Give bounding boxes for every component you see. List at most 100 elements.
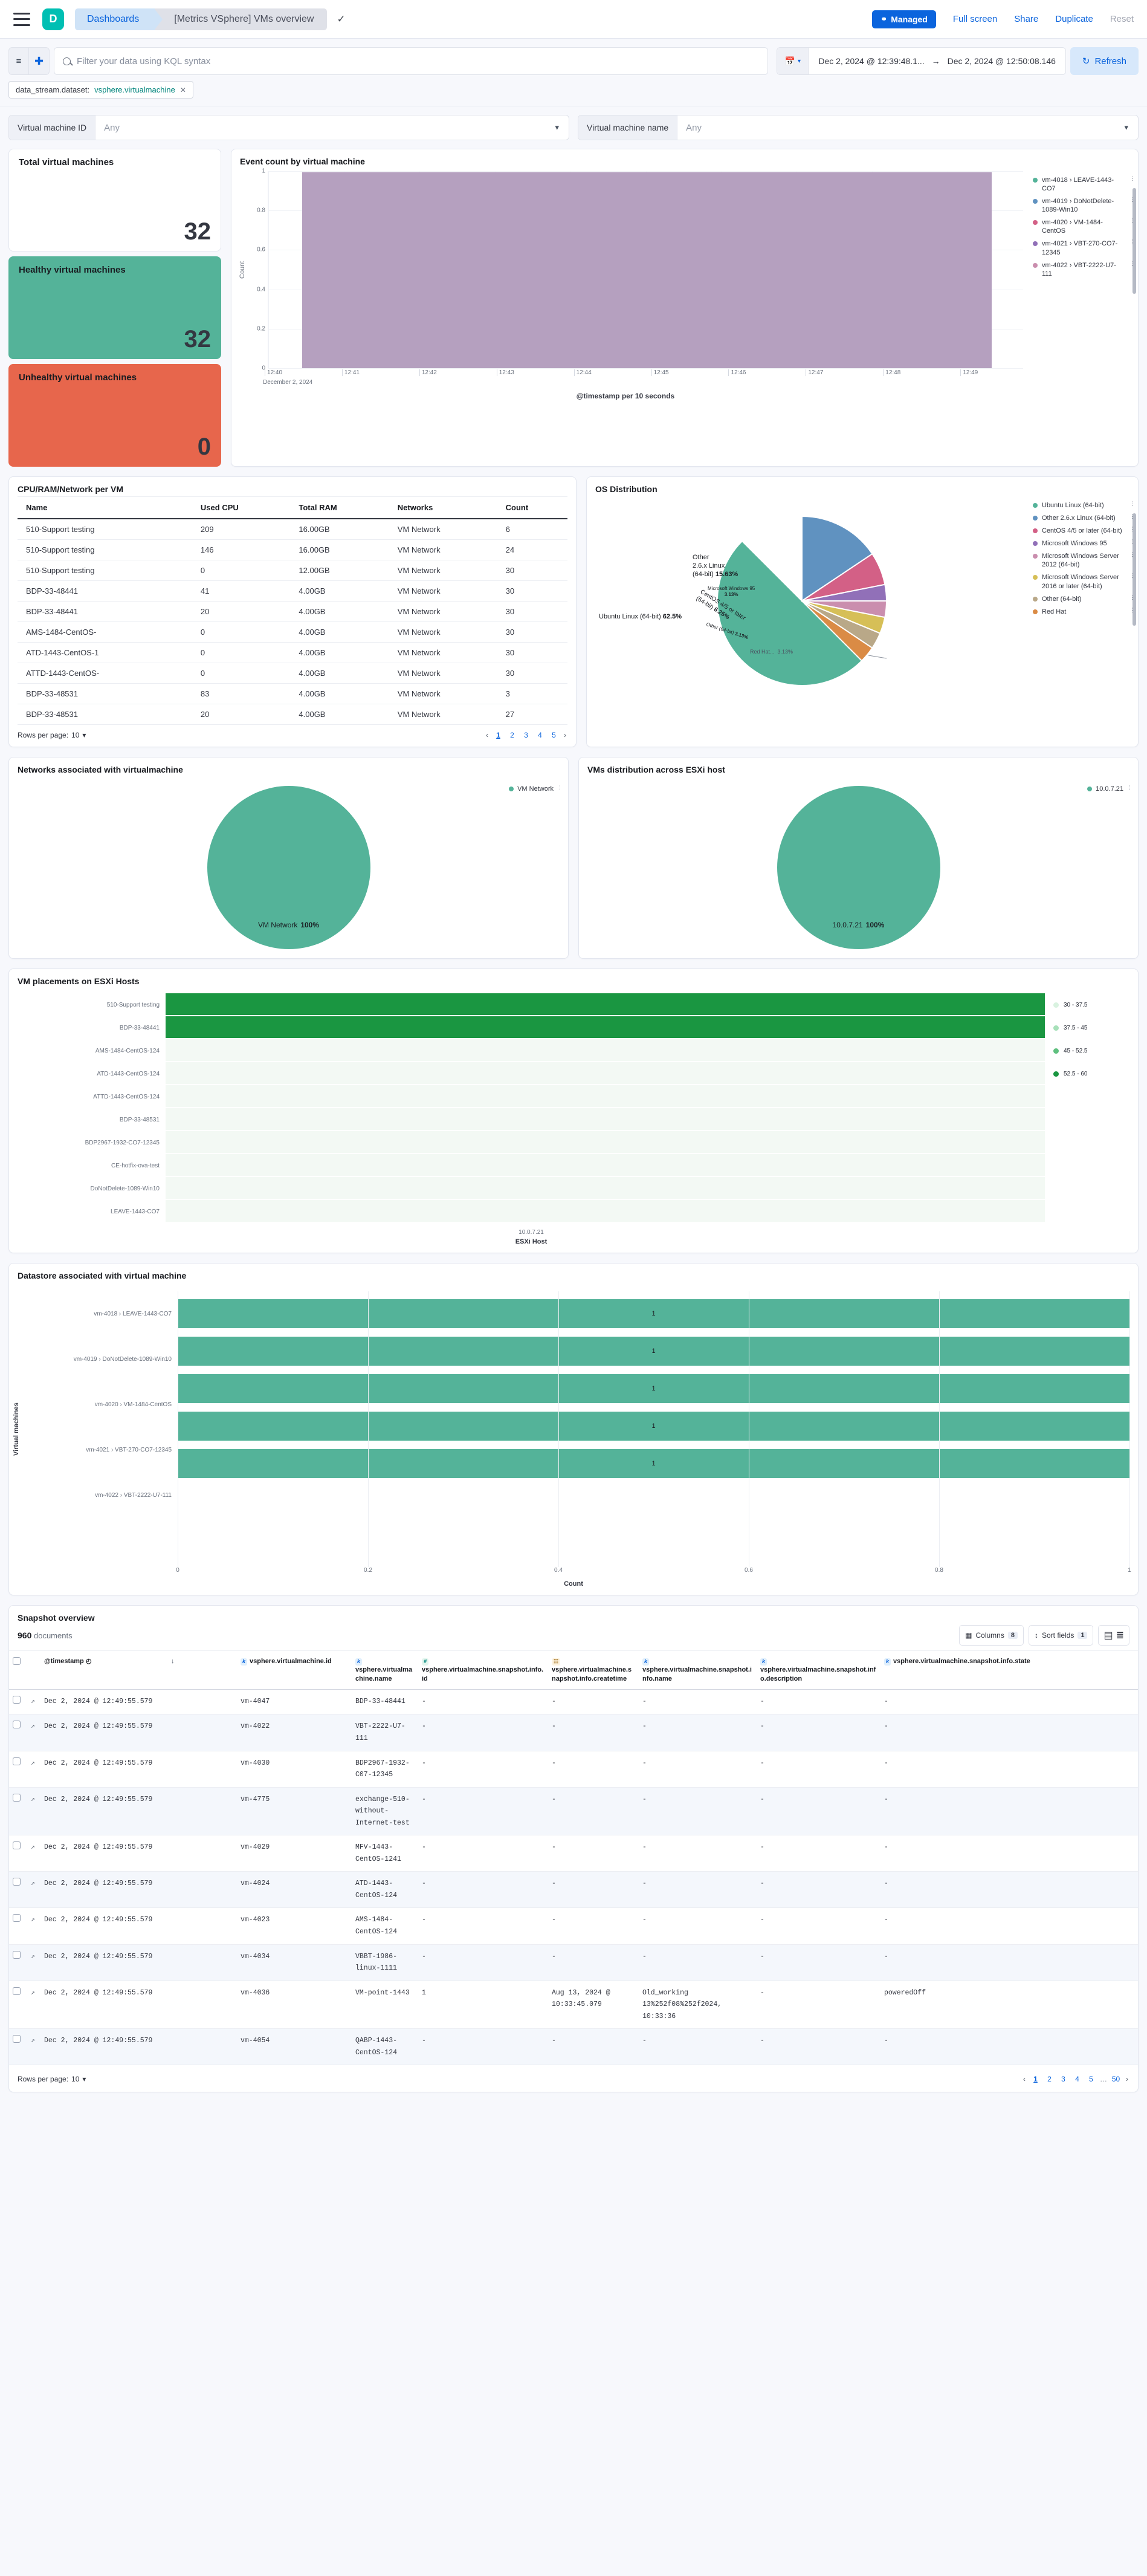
row-expand-cell[interactable]: ↗ — [27, 1787, 40, 1836]
row-expand-cell[interactable]: ↗ — [27, 1835, 40, 1872]
table-row[interactable]: BDP-33-48441 20 4.00GB VM Network 30 — [18, 601, 567, 622]
legend-item[interactable]: Other 2.6.x Linux (64-bit) ⋮ — [1033, 514, 1135, 522]
legend-item[interactable]: Microsoft Windows 95 ⋮ — [1033, 539, 1135, 548]
legend-item[interactable]: Red Hat ⋮ — [1033, 607, 1135, 616]
legend-item[interactable]: Other (64-bit) ⋮ — [1033, 594, 1135, 603]
expand-icon[interactable]: ↗ — [31, 1880, 35, 1888]
row-checkbox[interactable] — [13, 2035, 21, 2043]
expand-icon[interactable]: ↗ — [31, 1916, 35, 1924]
row-expand-cell[interactable]: ↗ — [27, 1871, 40, 1909]
column-header[interactable]: Used CPU — [195, 497, 294, 519]
bar[interactable]: 1 — [178, 1299, 1129, 1328]
chevron-down-icon[interactable]: ▾ — [555, 123, 559, 132]
page-2[interactable]: 2 — [510, 731, 514, 739]
row-expand-cell[interactable]: ↗ — [27, 1714, 40, 1751]
row-checkbox[interactable] — [13, 1914, 21, 1922]
filter-pill-dataset[interactable]: data_stream.dataset: vsphere.virtualmach… — [8, 81, 193, 99]
column-header-5[interactable]: ☷vsphere.virtualmachine.snapshot.info.cr… — [548, 1650, 639, 1690]
os-pie-chart[interactable]: Other 2.6.x Linux (64-bit) 15.63% CentOS 4… — [587, 496, 1023, 705]
legend-options-icon[interactable]: ⋮ — [1127, 785, 1132, 791]
page-2[interactable]: 2 — [1047, 2075, 1052, 2084]
column-header-4[interactable]: #vsphere.virtualmachine.snapshot.info.id — [418, 1650, 548, 1690]
row-checkbox[interactable] — [13, 1841, 21, 1850]
control-virtual-machine-name[interactable]: Virtual machine name Any ▾ — [578, 115, 1139, 140]
legend-item[interactable]: vm-4020 › VM-1484-CentOS ⋮ — [1033, 218, 1135, 235]
page-3[interactable]: 3 — [1061, 2075, 1065, 2084]
legend-item[interactable]: vm-4018 › LEAVE-1443-CO7 ⋮ — [1033, 175, 1135, 193]
table-row[interactable]: ↗ Dec 2, 2024 @ 12:49:55.579 vm-4022 VBT-22… — [9, 1714, 1138, 1751]
rows-per-page-selector[interactable]: Rows per page: 10 ▾ — [18, 2075, 86, 2083]
display-options-button[interactable]: ▤ ≣ — [1098, 1625, 1129, 1646]
expand-icon[interactable]: ↗ — [31, 1953, 35, 1961]
sort-direction-indicator[interactable]: ↓ — [167, 1650, 237, 1690]
add-filter-icon[interactable]: ✚ — [29, 47, 50, 75]
table-row[interactable]: AMS-1484-CentOS- 0 4.00GB VM Network 30 — [18, 621, 567, 643]
row-expand-cell[interactable]: ↗ — [27, 1751, 40, 1788]
expand-icon[interactable]: ↗ — [31, 1698, 35, 1705]
next-page-button[interactable]: › — [1126, 2075, 1128, 2084]
legend-options-icon[interactable]: ⋮ — [1129, 175, 1135, 181]
heatmap-cell[interactable] — [166, 1154, 1045, 1177]
row-checkbox[interactable] — [13, 1950, 21, 1959]
legend-item[interactable]: vm-4021 › VBT-270-CO7-12345 ⋮ — [1033, 239, 1135, 256]
legend-scrollbar[interactable] — [1132, 178, 1136, 361]
row-expand-cell[interactable]: ↗ — [27, 1689, 40, 1715]
legend-options-icon[interactable]: ⋮ — [1129, 594, 1135, 600]
legend-options-icon[interactable]: ⋮ — [1129, 573, 1135, 579]
calendar-icon[interactable]: 📅 ▾ — [777, 48, 809, 74]
legend-options-icon[interactable]: ⋮ — [1129, 260, 1135, 267]
column-header-8[interactable]: k vsphere.virtualmachine.snapshot.info.st… — [880, 1650, 1138, 1690]
row-checkbox[interactable] — [13, 1695, 21, 1704]
duplicate-button[interactable]: Duplicate — [1055, 14, 1093, 24]
previous-page-button[interactable]: ‹ — [486, 731, 488, 739]
row-select-cell[interactable] — [9, 1714, 27, 1751]
table-row[interactable]: 510-Support testing 146 16.00GB VM Network 2… — [18, 539, 567, 560]
row-select-cell[interactable] — [9, 2028, 27, 2066]
expand-icon[interactable]: ↗ — [31, 1796, 35, 1803]
expand-icon[interactable]: ↗ — [31, 1989, 35, 1997]
row-select-cell[interactable] — [9, 1871, 27, 1909]
control-virtual-machine-id[interactable]: Virtual machine ID Any ▾ — [8, 115, 569, 140]
metric-unhealthy-virtual-machines[interactable]: Unhealthy virtual machines 0 — [8, 364, 221, 467]
metric-healthy-virtual-machines[interactable]: Healthy virtual machines 32 — [8, 256, 221, 359]
table-row[interactable]: ↗ Dec 2, 2024 @ 12:49:55.579 vm-4024 ATD-14… — [9, 1871, 1138, 1909]
legend-item[interactable]: Ubuntu Linux (64-bit) ⋮ — [1033, 501, 1135, 510]
table-row[interactable]: ↗ Dec 2, 2024 @ 12:49:55.579 vm-4054 QABP-1… — [9, 2028, 1138, 2066]
page-4[interactable]: 4 — [538, 731, 542, 739]
row-select-cell[interactable] — [9, 1907, 27, 1945]
table-row[interactable]: 510-Support testing 0 12.00GB VM Network 30 — [18, 560, 567, 581]
reset-button[interactable]: Reset — [1110, 14, 1134, 24]
row-checkbox[interactable] — [13, 1987, 21, 1995]
heatmap-legend-item[interactable]: 37.5 - 45 — [1053, 1016, 1129, 1039]
row-checkbox[interactable] — [13, 1793, 21, 1802]
page-4[interactable]: 4 — [1075, 2075, 1079, 2084]
heatmap-cell[interactable] — [166, 993, 1045, 1016]
row-select-cell[interactable] — [9, 1751, 27, 1788]
search-input[interactable] — [77, 56, 760, 67]
legend-options-icon[interactable]: ⋮ — [557, 785, 563, 791]
expand-icon[interactable]: ↗ — [31, 1723, 35, 1731]
heatmap-cell[interactable] — [166, 1200, 1045, 1223]
row-select-cell[interactable] — [9, 1835, 27, 1872]
vms-pie-body[interactable]: 10.0.7.21 ⋮ 10.0.7.21 100% — [579, 777, 1138, 958]
legend-options-icon[interactable]: ⋮ — [1129, 501, 1135, 507]
close-icon[interactable]: ✕ — [179, 85, 186, 94]
legend-options-icon[interactable]: ⋮ — [1129, 539, 1135, 545]
heatmap-legend-item[interactable]: 52.5 - 60 — [1053, 1062, 1129, 1085]
legend-options-icon[interactable]: ⋮ — [1129, 218, 1135, 224]
row-expand-cell[interactable]: ↗ — [27, 1907, 40, 1945]
column-header-3[interactable]: kvsphere.virtualmachine.name — [352, 1650, 418, 1690]
legend-item[interactable]: vm-4019 › DoNotDelete-1089-Win10 ⋮ — [1033, 197, 1135, 214]
row-select-cell[interactable] — [9, 1689, 27, 1715]
page-3[interactable]: 3 — [524, 731, 528, 739]
metric-total-virtual-machines[interactable]: Total virtual machines 32 — [8, 149, 221, 251]
bar[interactable]: 1 — [178, 1374, 1129, 1403]
networks-pie-body[interactable]: VM Network ⋮ VM Network 100% — [9, 777, 568, 958]
bar[interactable]: 1 — [178, 1449, 1129, 1478]
filter-list-icon[interactable]: ≡ — [8, 47, 29, 75]
sort-fields-button[interactable]: ↕ Sort fields 1 — [1028, 1625, 1094, 1646]
previous-page-button[interactable]: ‹ — [1023, 2075, 1026, 2084]
date-picker[interactable]: 📅 ▾ Dec 2, 2024 @ 12:39:48.1... → Dec 2,… — [777, 47, 1066, 75]
search-field-wrapper[interactable] — [54, 47, 769, 75]
page-1[interactable]: 1 — [496, 731, 500, 739]
